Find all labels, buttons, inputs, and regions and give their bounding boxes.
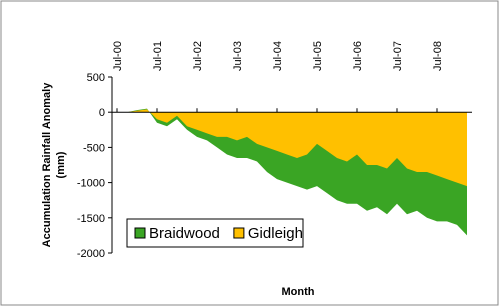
x-tick-label: Jul-08 [432, 41, 444, 71]
legend-label: Gidleigh [248, 225, 303, 242]
x-tick-label: Jul-06 [352, 41, 364, 71]
x-tick-label: Jul-03 [232, 41, 244, 71]
x-tick-label: Jul-07 [392, 41, 404, 71]
legend-box [126, 218, 304, 248]
y-tick-label: -1000 [77, 178, 105, 190]
x-tick-label: Jul-05 [312, 41, 324, 71]
area [117, 109, 467, 187]
x-tick-label: Jul-02 [192, 41, 204, 71]
y-tick-label: -1500 [77, 213, 105, 225]
y-tick-label: -500 [83, 142, 105, 154]
x-tick-label: Jul-04 [272, 41, 284, 71]
legend-label: Braidwood [149, 225, 220, 242]
x-axis-title: Month [282, 286, 315, 298]
x-tick-label: Jul-00 [112, 41, 124, 71]
legend-swatch [134, 227, 146, 239]
y-tick-label: -2000 [77, 248, 105, 260]
y-tick-label: 500 [87, 72, 105, 84]
y-tick-label: 0 [99, 107, 105, 119]
legend-swatch [233, 227, 245, 239]
x-tick-label: Jul-01 [152, 41, 164, 71]
y-axis-title: Accumulation Rainfall Anomaly [41, 82, 53, 248]
y-axis-title: (mm) [55, 151, 67, 178]
